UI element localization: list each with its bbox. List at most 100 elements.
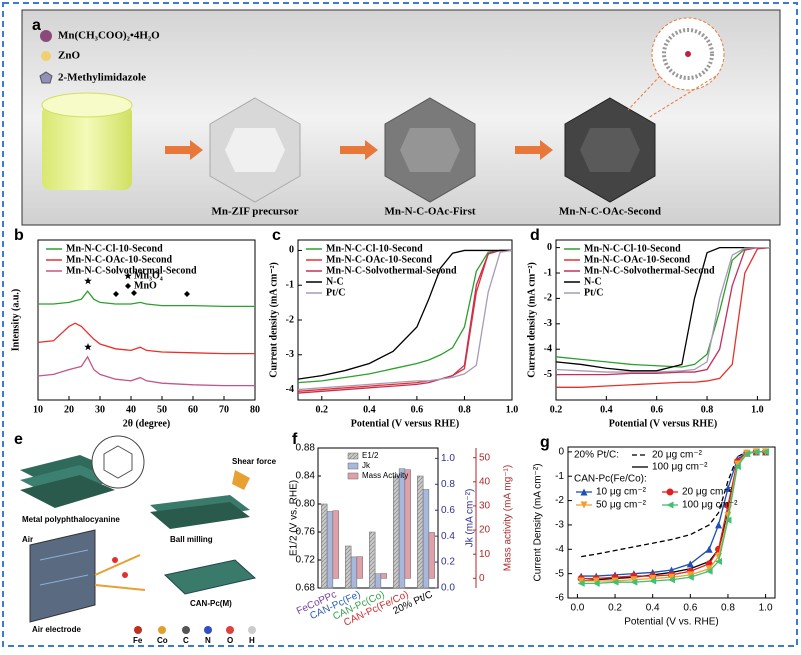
diamond-symbol <box>131 290 137 296</box>
y-tick-label: 0.72 <box>296 555 316 566</box>
y-tick-label: 0.84 <box>296 471 316 482</box>
legend-label: Mn-N-C-OAc-10-Second <box>584 254 691 265</box>
atom <box>134 626 142 634</box>
legend-label: 20 μg cm⁻² <box>652 450 703 461</box>
x-tick-label: 0.0 <box>570 603 584 614</box>
x-tick-label: 50 <box>157 404 167 415</box>
legend-marker <box>580 501 588 509</box>
figure-border <box>2 2 798 647</box>
marker <box>649 577 657 585</box>
molecule <box>103 445 133 479</box>
zoom-line <box>627 75 661 111</box>
y-tick-label: -2 <box>544 293 552 304</box>
marker <box>686 571 694 579</box>
legend-text: ZnO <box>58 50 80 62</box>
arrow <box>94 554 146 591</box>
sheet <box>20 475 115 508</box>
marker <box>715 557 723 565</box>
marker <box>715 521 723 529</box>
polyhedron-face <box>400 128 460 172</box>
y-tick-label: 0.76 <box>296 527 316 538</box>
y-tick-label: -4 <box>544 344 552 355</box>
y-tick-label: -2 <box>286 314 294 325</box>
x-tick-label: 0.6 <box>683 603 697 614</box>
marker <box>668 566 675 574</box>
step-label: Mn-N-C-OAc-Second <box>559 206 661 218</box>
legend-marker <box>580 488 588 496</box>
y3-axis-label: Mass activity (mA mg⁻¹) <box>503 465 514 571</box>
legend-label: Mn-N-C-Cl-10-Second <box>584 243 681 254</box>
y2-axis-label: Jk (mA cm⁻²) <box>465 489 476 548</box>
y2-tick-label: 0.8 <box>441 479 455 490</box>
y-tick-label: -3 <box>544 318 552 329</box>
panel-label: d <box>530 227 540 244</box>
diamond-symbol <box>125 283 131 289</box>
y-tick-label: -1 <box>286 280 294 291</box>
x-axis-label: Potential (V versus RHE) <box>351 418 459 429</box>
marker <box>577 577 585 585</box>
series-line <box>37 355 255 387</box>
y-tick-label: -4 <box>286 384 294 395</box>
y-tick-label: -5 <box>544 369 552 380</box>
legend-text: 2-Methylimidazole <box>58 72 146 84</box>
x-tick-label: 0.2 <box>550 404 563 415</box>
series-line <box>38 290 255 308</box>
panel-label: f <box>292 431 298 448</box>
bar <box>321 503 328 589</box>
e-text: Metal polyphthalocyanine <box>22 515 120 524</box>
step-label: Mn-N-C-OAc-First <box>384 206 475 218</box>
marker <box>668 576 675 584</box>
legend-swatch <box>347 462 359 470</box>
series-line <box>37 322 255 355</box>
x-tick-label: 60 <box>188 404 198 415</box>
series-line <box>297 249 512 380</box>
marker <box>733 460 741 468</box>
electrode-line <box>39 549 89 561</box>
arrow <box>165 140 203 160</box>
y-tick-label: -6 <box>555 593 564 604</box>
x-tick-label: 0.8 <box>458 404 471 415</box>
legend-label: Pt/C <box>584 287 603 298</box>
x-tick-label: 0.4 <box>363 404 376 415</box>
legend-marker <box>666 488 674 496</box>
atom <box>158 626 166 634</box>
marker <box>762 448 770 456</box>
marker <box>705 565 713 573</box>
marker <box>668 573 675 581</box>
marker <box>686 573 694 581</box>
legend-label: Mn-N-C-Cl-10-Second <box>66 243 163 254</box>
legend-label: Mn-N-C-Solvothermal-Second <box>66 265 197 276</box>
y-tick-label: -3 <box>555 520 564 531</box>
x-tick-label: 0.4 <box>600 404 613 415</box>
o2 <box>112 557 118 563</box>
y3-tick-label: 10 <box>479 549 491 560</box>
y-tick-label: -1 <box>555 471 564 482</box>
element-label: H <box>249 636 255 645</box>
element-label: Co <box>157 636 168 645</box>
x-tick-label: 0.2 <box>316 404 329 415</box>
bar <box>374 573 382 589</box>
air-electrode <box>29 529 96 623</box>
e-text: Ball milling <box>170 535 213 544</box>
legend-swatch <box>347 472 359 480</box>
legend-label: 10 μg cm⁻² <box>596 487 647 498</box>
legend-label: Mn-N-C-OAc-10-Second <box>66 254 173 265</box>
polyhedron-face <box>580 128 640 172</box>
marker <box>724 516 732 524</box>
mn-icon <box>40 30 52 42</box>
y-tick-label: -5 <box>555 568 564 579</box>
marker <box>592 579 600 587</box>
imidazole-icon <box>39 71 53 84</box>
y-tick-label: -3 <box>286 349 294 360</box>
legend-label: 100 μg cm⁻² <box>682 500 738 511</box>
e-text: Air electrode <box>32 625 81 634</box>
series-line <box>556 246 770 376</box>
y-axis-label: E1/2 (V vs. RHE) <box>289 480 300 556</box>
lattice <box>662 28 714 80</box>
star-symbol <box>124 272 132 280</box>
legend-label: Mn-N-C-Cl-10-Second <box>326 243 423 254</box>
marker <box>611 578 619 586</box>
series-line <box>581 451 766 558</box>
star-symbol <box>84 343 92 351</box>
